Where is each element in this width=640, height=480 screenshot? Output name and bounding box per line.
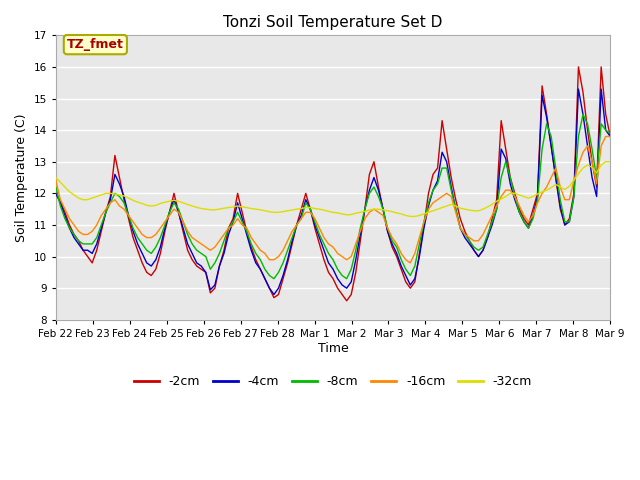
Text: TZ_fmet: TZ_fmet (67, 38, 124, 51)
Title: Tonzi Soil Temperature Set D: Tonzi Soil Temperature Set D (223, 15, 443, 30)
X-axis label: Time: Time (317, 342, 348, 355)
Y-axis label: Soil Temperature (C): Soil Temperature (C) (15, 113, 28, 242)
Legend: -2cm, -4cm, -8cm, -16cm, -32cm: -2cm, -4cm, -8cm, -16cm, -32cm (129, 370, 537, 393)
